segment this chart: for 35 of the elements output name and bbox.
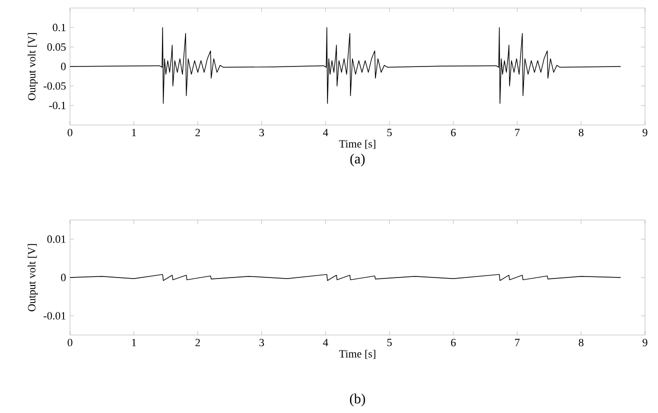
x-tick-label: 6 — [451, 128, 456, 136]
x-tick-label: 5 — [387, 338, 392, 346]
x-tick-label: 7 — [515, 128, 520, 136]
y-axis-title: Output volt [V] — [28, 244, 38, 312]
text: (a) — [350, 154, 365, 166]
y-axis-title: Output volt [V] — [28, 33, 38, 100]
y-tick-label: 0.05 — [47, 43, 66, 51]
y-tick-label: 0.01 — [47, 235, 66, 243]
x-tick-label: 0 — [68, 338, 72, 346]
x-axis-title: Time [s] — [339, 350, 376, 359]
x-tick-label: 5 — [387, 128, 392, 136]
x-tick-label: 4 — [323, 128, 328, 136]
x-tick-label: 7 — [515, 338, 520, 346]
y-tick-label: -0.1 — [49, 102, 66, 110]
x-tick-label: 1 — [132, 128, 136, 136]
x-tick-label: 4 — [323, 338, 328, 346]
x-tick-label: 9 — [642, 128, 648, 136]
text: (b) — [350, 394, 366, 406]
y-tick-label: -0.01 — [44, 312, 66, 320]
y-tick-label: 0 — [61, 274, 66, 282]
x-axis-title: Time [s] — [339, 140, 376, 149]
x-tick-label: 6 — [451, 338, 456, 346]
y-tick-label: 0.1 — [52, 24, 66, 32]
x-tick-label: 8 — [578, 128, 584, 136]
x-tick-label: 8 — [578, 338, 584, 346]
x-tick-label: 9 — [642, 338, 648, 346]
y-tick-label: 0 — [61, 62, 66, 70]
line-series — [70, 274, 622, 281]
x-tick-label: 0 — [68, 128, 72, 136]
x-tick-label: 2 — [196, 338, 200, 346]
y-tick-label: -0.05 — [44, 82, 66, 90]
x-tick-label: 3 — [259, 338, 264, 346]
x-tick-label: 2 — [196, 128, 200, 136]
x-tick-label: 1 — [132, 338, 136, 346]
x-tick-label: 3 — [259, 128, 264, 136]
